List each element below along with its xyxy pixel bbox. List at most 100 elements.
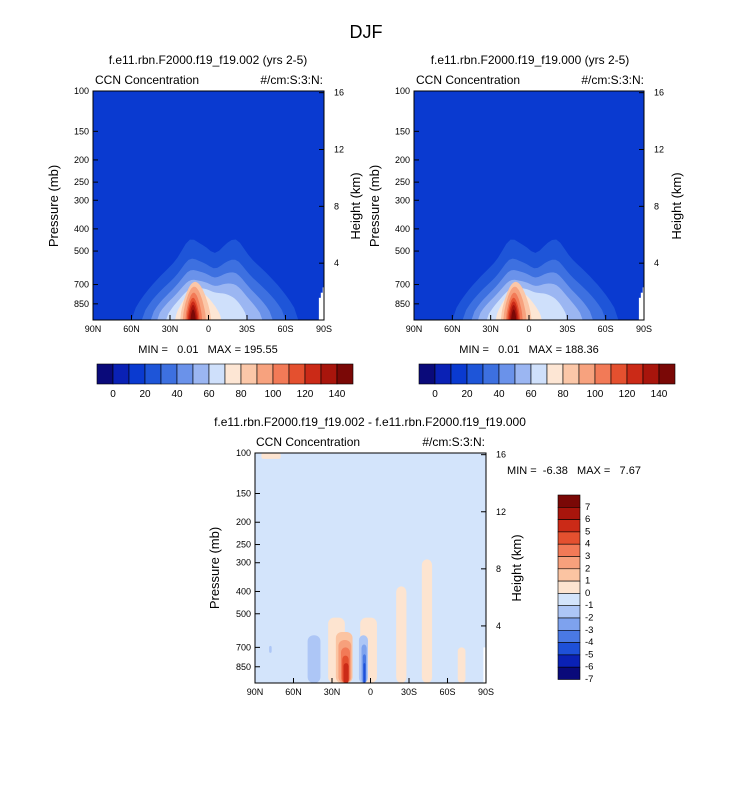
left-label: CCN Concentration [95,73,199,87]
missing-data [320,292,324,320]
y-tick-label: 250 [74,177,89,187]
missing-data [322,287,324,320]
contour-field [131,239,324,320]
y-tick-label: 150 [395,126,410,136]
colorbar-label: 3 [585,551,590,562]
colorbar-swatch [96,363,114,385]
colorbar-swatch [594,363,612,385]
left-label: CCN Concentration [256,435,360,449]
colorbar-swatch [176,363,194,385]
colorbar-label: 100 [265,389,282,400]
y-axis: 100 150 200 250 300 400 500 700 850 [395,86,419,309]
colorbar-label: 20 [139,389,151,400]
colorbar-swatch [557,654,581,668]
right-label: #/cm:S:3:N: [581,73,644,87]
y-tick-label: 100 [395,86,410,96]
colorbar-label: 60 [525,389,537,400]
contour-band [421,559,433,683]
colorbar-swatch [192,363,210,385]
y-tick-label: 500 [236,609,251,619]
right-label: #/cm:S:3:N: [422,435,485,449]
y-right-tick-label: 12 [654,145,664,155]
y-tick-label: 700 [236,642,251,652]
colorbar-label: 0 [110,389,116,400]
x-tick-label: 90N [406,324,423,334]
colorbar-swatch [557,556,581,570]
y-tick-label: 850 [395,299,410,309]
x-tick-label: 0 [368,687,373,697]
y-right-tick-label: 12 [496,507,506,517]
colorbar-label: -5 [585,649,593,660]
colorbar-label: 20 [461,389,473,400]
colorbar-swatch [482,363,500,385]
y-tick-label: 300 [236,558,251,568]
contour-band [261,453,281,459]
colorbar-label: 7 [585,502,590,513]
x-tick-label: 60S [598,324,614,334]
y-tick-label: 850 [74,299,89,309]
colorbar-swatch [546,363,564,385]
x-tick-label: 90S [478,687,494,697]
y-right-tick-label: 8 [496,564,501,574]
contour-field [452,239,644,320]
y-right-tick-label: 16 [654,88,664,98]
x-tick-label: 30N [162,324,179,334]
colorbar-swatch [557,580,581,594]
colorbar-swatch [466,363,484,385]
y-tick-label: 400 [236,586,251,596]
y-axis-right-label: Height (km) [509,534,524,601]
contour-band [363,663,366,683]
x-axis: 90N 60N 30N 0 30S 60S 90S [85,315,332,334]
x-tick-label: 90N [247,687,264,697]
colorbar-label: 0 [432,389,438,400]
x-tick-label: 90S [636,324,652,334]
y-axis-right: 16 12 8 4 [319,88,344,268]
y-tick-label: 700 [395,280,410,290]
y-tick-label: 850 [236,662,251,672]
x-tick-label: 90S [316,324,332,334]
colorbar-label: 80 [235,389,247,400]
y-axis-label: Pressure (mb) [46,165,61,247]
colorbar-swatch [304,363,322,385]
colorbar-label: 40 [493,389,505,400]
x-tick-label: 0 [526,324,531,334]
colorbar-label: -6 [585,662,593,673]
colorbar-swatch [272,363,290,385]
colorbar-swatch [557,543,581,557]
min-max-text: MIN = 0.01 MAX = 188.36 [459,344,598,356]
y-right-tick-label: 12 [334,145,344,155]
colorbar-swatch [434,363,452,385]
y-right-tick-label: 4 [496,621,501,631]
colorbar-swatch [557,593,581,607]
y-tick-label: 400 [74,224,89,234]
colorbar-swatch [498,363,516,385]
colorbar-swatch [144,363,162,385]
panel-title: f.e11.rbn.F2000.f19_f19.000 (yrs 2-5) [431,53,630,67]
y-tick-label: 500 [74,246,89,256]
colorbar-swatch [557,531,581,545]
colorbar-swatch [557,519,581,533]
colorbar: 0 20 40 60 80 100 120 140 [96,363,354,400]
colorbar-swatch [320,363,338,385]
colorbar-swatch [642,363,660,385]
x-tick-label: 30S [559,324,575,334]
colorbar-swatch [240,363,258,385]
colorbar-swatch [557,629,581,643]
y-axis-label: Pressure (mb) [367,165,382,247]
panel-title: f.e11.rbn.F2000.f19_f19.002 - f.e11.rbn.… [214,415,526,429]
colorbar-label: -1 [585,600,593,611]
colorbar-label: 5 [585,526,590,537]
colorbar-label: 140 [651,389,668,400]
colorbar-label: 0 [585,588,590,599]
colorbar-swatch [557,617,581,631]
missing-data [640,292,644,320]
contour-band [343,663,349,683]
contour-band [457,647,466,683]
x-tick-label: 60N [285,687,302,697]
contour-band [307,635,321,683]
y-axis: 100 150 200 250 300 400 500 700 850 [236,448,260,672]
colorbar-label: 100 [587,389,604,400]
colorbar-label: 40 [171,389,183,400]
y-tick-label: 100 [236,448,251,458]
y-right-tick-label: 4 [334,258,339,268]
